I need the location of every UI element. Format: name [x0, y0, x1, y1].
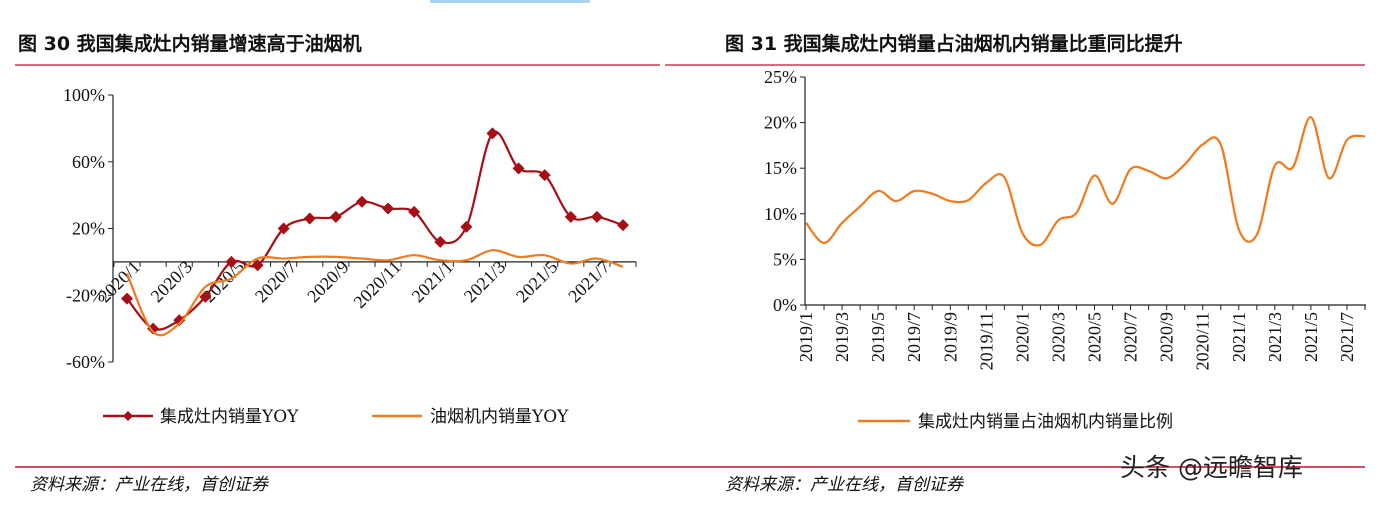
chart-31-title: 图 31 我国集成灶内销量占油烟机内销量比重同比提升: [725, 32, 1183, 55]
y-tick-label: 5%: [773, 249, 797, 269]
data-point-marker: [121, 292, 133, 305]
x-tick-label: 2020/9: [1157, 312, 1177, 362]
watermark: 头条 @远瞻智库: [1120, 453, 1303, 482]
data-point-marker: [199, 290, 212, 303]
x-tick-label: 2020/9: [303, 257, 353, 307]
top-bar: [430, 0, 590, 3]
data-point-marker: [460, 220, 473, 233]
data-point-marker: [486, 127, 499, 140]
y-tick-label: 10%: [764, 204, 797, 224]
data-point-marker: [564, 210, 577, 223]
chart-30-source: 资料来源：产业在线，首创证券: [30, 475, 270, 495]
legend-label-series-1: 集成灶内销量YOY: [160, 407, 299, 427]
data-point-marker: [147, 322, 160, 335]
data-point-marker: [277, 222, 290, 235]
x-tick-label: 2021/5: [512, 257, 562, 307]
x-tick-label: 2020/1: [1012, 312, 1032, 362]
x-tick-label: 2021/1: [1229, 312, 1249, 362]
data-point-marker: [434, 235, 447, 248]
y-tick-label: 20%: [72, 219, 105, 239]
x-tick-label: 2021/7: [1337, 312, 1357, 362]
chart-31: 25% 20% 15% 10% 5% 0%2019/1 2019/3 2019/5 2019/7…: [764, 67, 1366, 370]
data-point-marker: [382, 202, 395, 215]
data-point-marker: [617, 219, 629, 232]
y-tick-label: 15%: [764, 158, 797, 178]
y-tick-label: 0%: [773, 295, 797, 315]
data-point-marker: [512, 162, 525, 175]
x-tick-label: 2019/1: [796, 312, 816, 362]
x-tick-label: 2020/5: [1085, 312, 1105, 362]
legend-chart-30: 集成灶内销量YOY 油烟机内销量YOY: [103, 407, 569, 427]
y-tick-label: 20%: [764, 113, 797, 133]
x-tick-label: 2021/3: [460, 257, 510, 307]
data-point-marker: [590, 210, 603, 223]
data-point-marker: [173, 314, 186, 327]
data-point-marker: [251, 259, 264, 272]
data-point-marker: [329, 210, 342, 223]
x-tick-label: 2020/11: [349, 257, 404, 312]
data-point-marker: [408, 205, 421, 218]
legend-marker-diamond: [123, 411, 133, 421]
x-tick-label: 2021/1: [408, 257, 458, 307]
y-tick-label: 25%: [764, 67, 797, 87]
data-point-marker: [538, 169, 551, 182]
x-tick-label: 2021/3: [1265, 312, 1285, 362]
x-tick-label: 2019/9: [940, 312, 960, 362]
chart-30: 100%60%20%-20%-60%2020/1 2020/3 2020/5 2020…: [63, 85, 637, 372]
x-tick-label: 2020/11: [1193, 312, 1213, 370]
y-tick-label: 100%: [63, 85, 105, 105]
legend-label-series-2: 油烟机内销量YOY: [430, 407, 569, 427]
x-tick-label: 2019/7: [904, 312, 924, 362]
chart-30-title: 图 30 我国集成灶内销量增速高于油烟机: [18, 32, 362, 55]
x-tick-label: 2020/7: [1121, 312, 1141, 362]
x-tick-label: 2020/3: [1048, 312, 1068, 362]
y-tick-label: 60%: [72, 152, 105, 172]
data-point-marker: [225, 255, 238, 268]
data-point-marker: [303, 212, 316, 225]
series-line-2: [125, 249, 624, 337]
legend-label-series: 集成灶内销量占油烟机内销量比例: [918, 412, 1173, 432]
x-tick-label: 2020/3: [147, 257, 197, 307]
chart-31-source: 资料来源：产业在线，首创证券: [725, 475, 965, 495]
y-tick-label: -20%: [66, 285, 105, 305]
x-tick-label: 2019/3: [832, 312, 852, 362]
legend-chart-31: 集成灶内销量占油烟机内销量比例: [858, 412, 1173, 432]
x-tick-label: 2019/5: [868, 312, 888, 362]
series-line-1: [805, 116, 1366, 247]
x-tick-label: 2019/11: [976, 312, 996, 370]
x-tick-label: 2021/5: [1301, 312, 1321, 362]
y-tick-label: -60%: [66, 352, 105, 372]
data-point-marker: [355, 195, 368, 208]
